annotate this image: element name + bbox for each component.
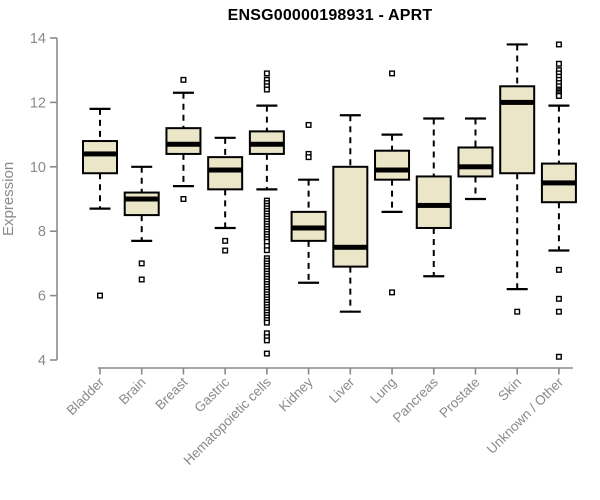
- median-line: [124, 196, 159, 202]
- box-brain: [123, 165, 160, 283]
- outlier-point: [138, 276, 145, 283]
- outlier-point: [305, 121, 312, 128]
- box-breast: [165, 76, 202, 202]
- outlier-point: [555, 353, 562, 360]
- median-line: [208, 167, 243, 173]
- outlier-point: [222, 237, 229, 244]
- x-tick-label-liver: Liver: [326, 374, 358, 406]
- outlier-point: [555, 308, 562, 315]
- box-skin: [499, 43, 536, 315]
- outlier-point: [263, 350, 270, 357]
- box-liver: [332, 114, 369, 313]
- outlier-point: [138, 260, 145, 267]
- y-tick-label: 8: [38, 224, 46, 240]
- outlier-point: [222, 247, 229, 254]
- outlier-point: [389, 70, 396, 77]
- outlier-point: [555, 266, 562, 273]
- outlier-point: [180, 195, 187, 202]
- box-hematopoietic-cells: [248, 70, 285, 357]
- box-pancreas: [415, 117, 452, 278]
- iqr-box: [82, 140, 118, 175]
- iqr-box: [415, 175, 452, 229]
- outlier-point: [555, 92, 562, 99]
- median-line: [83, 151, 117, 157]
- box-bladder: [82, 107, 118, 299]
- iqr-box: [123, 191, 160, 217]
- box-gastric: [207, 136, 244, 254]
- x-tick-label-breast: Breast: [152, 374, 190, 412]
- y-tick-label: 14: [30, 31, 46, 47]
- median-line: [291, 225, 326, 231]
- box-unknown-other: [540, 41, 577, 360]
- y-tick-label: 10: [30, 160, 46, 176]
- x-tick-label-gastric: Gastric: [191, 374, 232, 415]
- median-line: [333, 244, 368, 250]
- outlier-point: [263, 70, 270, 77]
- chart-title: ENSG00000198931 - APRT: [227, 7, 433, 24]
- median-line: [458, 164, 493, 170]
- x-tick-label-bladder: Bladder: [64, 374, 108, 418]
- median-line: [416, 202, 451, 208]
- box-kidney: [290, 121, 327, 284]
- iqr-box: [457, 146, 494, 178]
- median-line: [500, 99, 535, 105]
- iqr-box: [374, 149, 411, 181]
- outlier-point: [263, 86, 270, 93]
- iqr-box: [332, 165, 369, 268]
- y-tick-label: 6: [38, 289, 46, 305]
- outlier-point: [263, 247, 270, 254]
- outlier-point: [555, 60, 562, 67]
- outlier-point: [305, 154, 312, 161]
- iqr-box: [207, 156, 244, 191]
- outlier-point: [263, 319, 270, 326]
- x-tick-label-kidney: Kidney: [276, 374, 316, 414]
- outlier-point: [180, 76, 187, 83]
- median-line: [541, 180, 576, 186]
- y-axis: 4 6 8 10 12 14: [30, 31, 58, 369]
- outlier-point: [389, 289, 396, 296]
- y-tick-label: 12: [30, 95, 46, 111]
- box-prostate: [457, 117, 494, 201]
- median-line: [375, 167, 410, 173]
- x-tick-label-pancreas: Pancreas: [390, 374, 441, 425]
- x-tick-label-brain: Brain: [116, 375, 149, 408]
- outlier-point: [263, 337, 270, 344]
- x-tick-label-unknown-other: Unknown / Other: [484, 374, 567, 457]
- outlier-point: [514, 308, 521, 315]
- outlier-point: [555, 41, 562, 48]
- x-tick-label-prostate: Prostate: [436, 375, 482, 421]
- median-line: [249, 141, 284, 147]
- x-tick-label-skin: Skin: [495, 375, 524, 404]
- box-lung: [374, 70, 411, 296]
- y-tick-label: 4: [38, 353, 46, 369]
- median-line: [166, 141, 201, 147]
- iqr-box: [499, 85, 536, 175]
- outlier-point: [96, 292, 103, 299]
- outlier-point: [555, 295, 562, 302]
- iqr-box: [165, 127, 202, 155]
- x-tick-label-lung: Lung: [367, 375, 399, 407]
